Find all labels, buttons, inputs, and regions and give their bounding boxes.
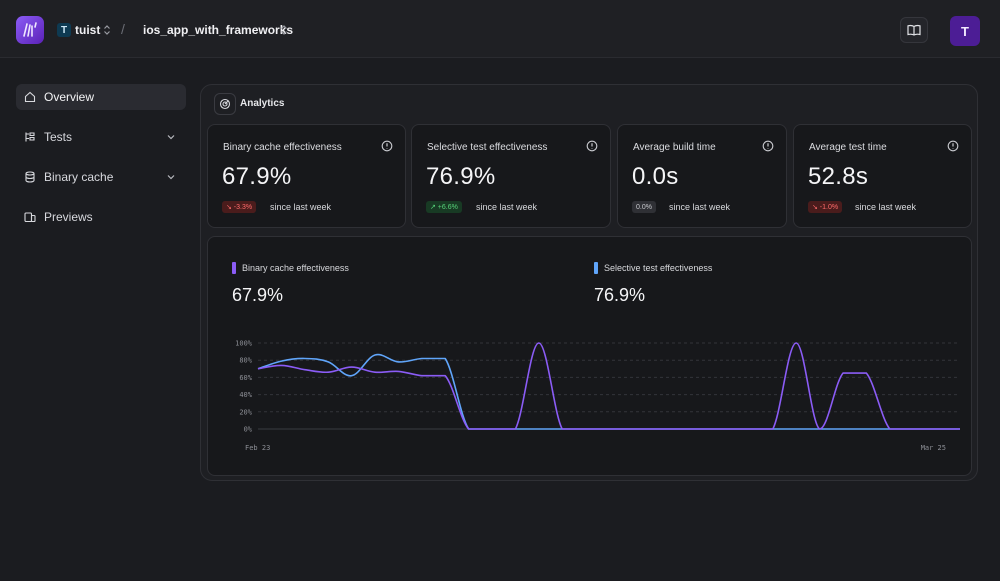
project-name[interactable]: ios_app_with_frameworks <box>143 23 294 37</box>
devices-icon <box>24 211 36 223</box>
trend-badge: ↗ +6.6% <box>426 201 462 213</box>
x-tick-label: Feb 23 <box>245 444 270 452</box>
sidebar-item-label: Overview <box>44 90 95 104</box>
user-avatar[interactable]: T <box>950 16 980 46</box>
card-title: Selective test effectiveness <box>427 142 548 153</box>
metric-card-test-time[interactable]: Average test time 52.8s ↘ -1.0% since la… <box>793 124 972 228</box>
metric-card-binary-cache[interactable]: Binary cache effectiveness 67.9% ↘ -3.3%… <box>207 124 406 228</box>
effectiveness-line-chart[interactable]: 100% 80% 60% 40% 20% 0% Feb 23 Mar 25 <box>208 237 971 475</box>
trend-caption: since last week <box>669 202 731 212</box>
y-tick-label: 0% <box>244 426 253 434</box>
sidebar-item-overview[interactable]: Overview <box>16 84 186 110</box>
info-icon[interactable] <box>947 140 959 152</box>
y-tick-label: 20% <box>239 408 252 416</box>
sidebar-item-label: Tests <box>44 130 73 144</box>
org-name[interactable]: tuist <box>75 23 101 37</box>
trend-caption: since last week <box>270 202 332 212</box>
y-tick-label: 100% <box>235 340 253 348</box>
card-title: Binary cache effectiveness <box>223 142 342 153</box>
trend-badge: ↘ -3.3% <box>222 201 257 213</box>
legend-swatch-binary-cache <box>232 262 236 274</box>
x-tick-label: Mar 25 <box>921 444 946 452</box>
legend-value-selective-test: 76.9% <box>594 285 646 305</box>
chevron-down-icon[interactable] <box>166 132 176 142</box>
card-value: 52.8s <box>808 163 869 190</box>
trend-caption: since last week <box>476 202 538 212</box>
card-title: Average test time <box>809 142 887 153</box>
sidebar-item-previews[interactable]: Previews <box>16 204 186 230</box>
legend-label-selective-test: Selective test effectiveness <box>604 263 713 273</box>
legend-swatch-selective-test <box>594 262 598 274</box>
effectiveness-chart-card: Binary cache effectiveness 67.9% Selecti… <box>207 236 972 476</box>
docs-button[interactable] <box>900 17 928 43</box>
card-value: 0.0s <box>632 163 679 190</box>
series-line-binary-cache[interactable] <box>257 342 960 430</box>
org-avatar[interactable]: T <box>57 23 71 37</box>
info-icon[interactable] <box>762 140 774 152</box>
project-switcher-icon[interactable] <box>280 24 288 36</box>
database-icon <box>24 171 36 183</box>
trend-badge: ↘ -1.0% <box>808 201 843 213</box>
panel-title: Analytics <box>240 98 285 109</box>
y-tick-label: 80% <box>239 357 252 365</box>
series-line-selective-test[interactable] <box>257 353 960 430</box>
info-icon[interactable] <box>586 140 598 152</box>
metric-card-selective-test[interactable]: Selective test effectiveness 76.9% ↗ +6.… <box>411 124 611 228</box>
analytics-icon <box>214 93 236 115</box>
trend-caption: since last week <box>855 202 917 212</box>
sidebar-item-label: Previews <box>44 210 93 224</box>
y-tick-label: 60% <box>239 374 252 382</box>
chevron-down-icon[interactable] <box>166 172 176 182</box>
sidebar-item-tests[interactable]: Tests <box>16 124 186 150</box>
top-bar: T tuist / ios_app_with_frameworks T <box>0 0 1000 58</box>
org-switcher-icon[interactable] <box>103 24 111 36</box>
metric-card-build-time[interactable]: Average build time 0.0s 0.0% since last … <box>617 124 787 228</box>
card-title: Average build time <box>633 142 716 153</box>
legend-label-binary-cache: Binary cache effectiveness <box>242 263 349 273</box>
home-icon <box>24 91 36 103</box>
legend-value-binary-cache: 67.9% <box>232 285 284 305</box>
tests-icon <box>24 131 36 143</box>
sidebar-item-label: Binary cache <box>44 170 114 184</box>
card-value: 76.9% <box>426 163 496 190</box>
sidebar-item-binary-cache[interactable]: Binary cache <box>16 164 186 190</box>
tuist-logo[interactable] <box>16 16 44 44</box>
book-icon <box>907 24 921 36</box>
trend-badge: 0.0% <box>632 201 656 213</box>
breadcrumb-separator: / <box>121 21 125 37</box>
analytics-panel: Analytics Binary cache effectiveness 67.… <box>200 84 978 481</box>
info-icon[interactable] <box>381 140 393 152</box>
card-value: 67.9% <box>222 163 292 190</box>
y-tick-label: 40% <box>239 391 252 399</box>
